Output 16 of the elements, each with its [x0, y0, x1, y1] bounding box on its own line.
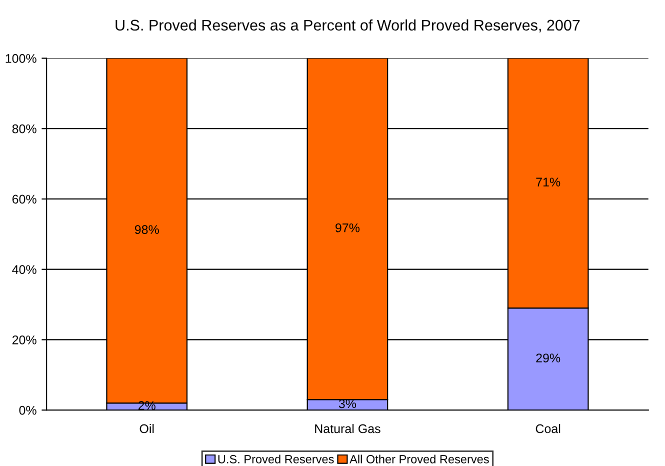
data-label: 71% — [536, 178, 560, 186]
x-tick-label: Natural Gas — [315, 424, 380, 434]
x-tick-label: Oil — [140, 424, 154, 434]
data-label: 29% — [536, 354, 560, 362]
y-tick-label: 0% — [19, 406, 36, 415]
chart-title: U.S. Proved Reserves as a Percent of World Proved Reserves, 2007 — [116, 19, 580, 32]
x-tick-label: Coal — [536, 424, 560, 434]
y-tick-label: 40% — [12, 265, 36, 274]
y-tick-label: 20% — [12, 336, 36, 344]
data-label: 97% — [336, 223, 360, 232]
y-tick-label: 60% — [12, 194, 36, 204]
legend-label: All Other Proved Reserves — [350, 454, 489, 464]
y-tick-label: 80% — [12, 124, 36, 134]
legend-label: U.S. Proved Reserves — [218, 454, 334, 464]
y-tick-label: 100% — [6, 54, 36, 63]
data-label: 98% — [134, 225, 159, 234]
